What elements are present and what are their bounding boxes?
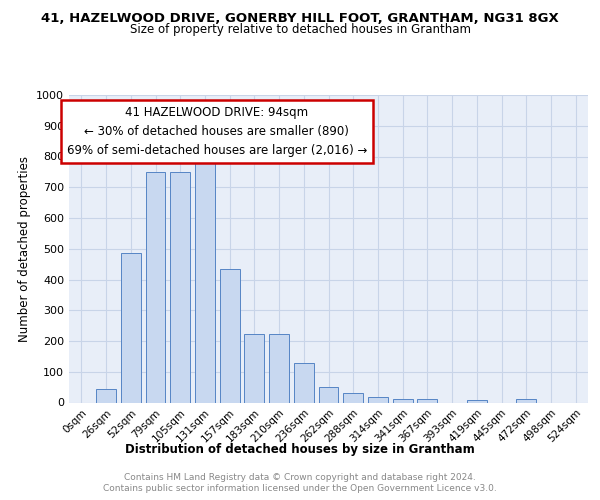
Bar bbox=[343, 394, 363, 402]
Text: 41 HAZELWOOD DRIVE: 94sqm
← 30% of detached houses are smaller (890)
69% of semi: 41 HAZELWOOD DRIVE: 94sqm ← 30% of detac… bbox=[67, 106, 367, 157]
Text: 41, HAZELWOOD DRIVE, GONERBY HILL FOOT, GRANTHAM, NG31 8GX: 41, HAZELWOOD DRIVE, GONERBY HILL FOOT, … bbox=[41, 12, 559, 26]
Bar bbox=[418, 400, 437, 402]
Text: Contains HM Land Registry data © Crown copyright and database right 2024.: Contains HM Land Registry data © Crown c… bbox=[124, 472, 476, 482]
Bar bbox=[294, 363, 314, 403]
Bar bbox=[121, 254, 140, 402]
Text: Distribution of detached houses by size in Grantham: Distribution of detached houses by size … bbox=[125, 442, 475, 456]
Bar bbox=[96, 388, 116, 402]
Bar bbox=[244, 334, 264, 402]
Bar bbox=[146, 172, 166, 402]
Y-axis label: Number of detached properties: Number of detached properties bbox=[17, 156, 31, 342]
Bar bbox=[170, 172, 190, 402]
Text: Contains public sector information licensed under the Open Government Licence v3: Contains public sector information licen… bbox=[103, 484, 497, 493]
Bar bbox=[220, 268, 239, 402]
Bar bbox=[368, 398, 388, 402]
Bar bbox=[319, 386, 338, 402]
Text: Size of property relative to detached houses in Grantham: Size of property relative to detached ho… bbox=[130, 22, 470, 36]
Bar bbox=[195, 160, 215, 402]
Bar bbox=[393, 399, 413, 402]
Bar bbox=[467, 400, 487, 402]
Bar bbox=[517, 400, 536, 402]
Bar bbox=[269, 334, 289, 402]
